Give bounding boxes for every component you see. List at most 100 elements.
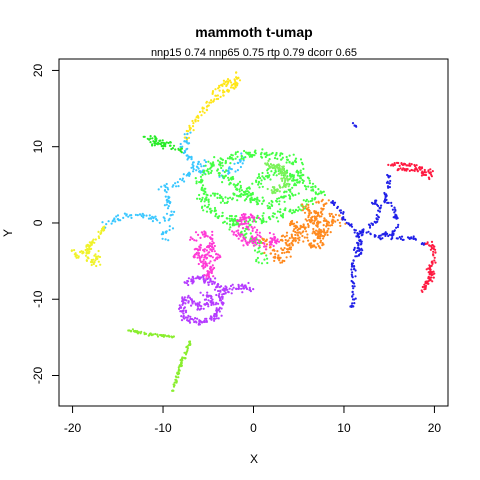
data-point bbox=[148, 214, 151, 217]
data-point bbox=[209, 207, 212, 210]
data-point bbox=[272, 244, 275, 248]
data-point bbox=[232, 218, 235, 221]
x-tick-label: -10 bbox=[154, 421, 172, 435]
data-point bbox=[295, 221, 299, 224]
data-point bbox=[283, 190, 286, 193]
data-point bbox=[260, 179, 263, 182]
data-point bbox=[276, 256, 279, 259]
data-point bbox=[185, 148, 188, 151]
data-point bbox=[171, 213, 174, 216]
data-point bbox=[319, 233, 322, 236]
data-point bbox=[400, 235, 404, 238]
data-point bbox=[280, 152, 283, 155]
data-point bbox=[214, 192, 217, 195]
data-point bbox=[251, 236, 254, 239]
data-point bbox=[219, 164, 222, 167]
data-point bbox=[212, 163, 215, 166]
data-point bbox=[239, 235, 242, 238]
data-point bbox=[223, 90, 226, 93]
data-point bbox=[288, 160, 291, 163]
data-point bbox=[205, 169, 209, 172]
data-point bbox=[377, 236, 380, 239]
data-point bbox=[198, 246, 201, 249]
data-point bbox=[264, 175, 267, 178]
data-point bbox=[183, 281, 187, 284]
data-point bbox=[336, 219, 339, 222]
data-point bbox=[310, 186, 313, 189]
data-point bbox=[276, 163, 279, 166]
data-point bbox=[210, 169, 213, 172]
data-point bbox=[306, 223, 310, 226]
data-point bbox=[265, 220, 268, 223]
data-point bbox=[379, 234, 382, 237]
data-point bbox=[197, 160, 200, 163]
data-point bbox=[293, 211, 296, 214]
data-point bbox=[199, 181, 203, 184]
series-cluster bbox=[189, 212, 281, 280]
data-point bbox=[259, 177, 262, 180]
data-point bbox=[281, 172, 284, 175]
data-point bbox=[253, 154, 256, 157]
data-point bbox=[151, 137, 154, 140]
data-point bbox=[214, 215, 217, 218]
data-point bbox=[272, 163, 275, 166]
data-point bbox=[216, 169, 219, 172]
data-point bbox=[268, 202, 271, 205]
data-point bbox=[149, 141, 152, 144]
data-point bbox=[288, 194, 291, 197]
data-point bbox=[204, 232, 207, 235]
data-point bbox=[191, 301, 194, 304]
data-point bbox=[181, 145, 184, 148]
data-point bbox=[222, 82, 225, 85]
data-point bbox=[179, 142, 182, 146]
series-cluster bbox=[70, 225, 106, 268]
data-point bbox=[186, 132, 189, 135]
data-point bbox=[314, 197, 317, 200]
data-point bbox=[218, 308, 221, 311]
data-point bbox=[297, 192, 300, 195]
series-cluster bbox=[387, 161, 437, 293]
data-point bbox=[265, 243, 269, 246]
data-point bbox=[194, 317, 197, 320]
data-point bbox=[230, 168, 233, 171]
data-point bbox=[330, 224, 334, 227]
data-point bbox=[314, 217, 317, 220]
data-point bbox=[137, 331, 141, 334]
data-point bbox=[97, 230, 100, 233]
data-point bbox=[263, 251, 266, 254]
data-point bbox=[167, 219, 170, 222]
data-point bbox=[273, 238, 276, 241]
data-point bbox=[292, 163, 295, 166]
data-point bbox=[207, 270, 210, 273]
data-point bbox=[187, 280, 190, 283]
data-point bbox=[232, 222, 235, 225]
data-point bbox=[241, 283, 244, 286]
data-point bbox=[184, 309, 188, 312]
data-point bbox=[245, 232, 248, 235]
data-point bbox=[261, 196, 264, 199]
data-point bbox=[292, 179, 295, 182]
data-point bbox=[292, 174, 295, 177]
data-point bbox=[211, 90, 215, 93]
data-point bbox=[265, 239, 268, 242]
data-point bbox=[207, 200, 210, 203]
data-point bbox=[228, 183, 231, 186]
points-layer bbox=[70, 71, 437, 392]
data-point bbox=[269, 237, 272, 240]
data-point bbox=[211, 245, 214, 248]
data-point bbox=[214, 94, 217, 97]
data-point bbox=[222, 94, 225, 97]
data-point bbox=[224, 159, 227, 163]
data-point bbox=[204, 262, 207, 265]
data-point bbox=[158, 142, 161, 145]
data-point bbox=[251, 198, 254, 201]
data-point bbox=[245, 225, 248, 228]
data-point bbox=[212, 241, 215, 245]
data-point bbox=[187, 136, 191, 139]
data-point bbox=[390, 201, 393, 204]
data-point bbox=[379, 206, 382, 209]
data-point bbox=[140, 214, 143, 218]
data-point bbox=[427, 276, 430, 280]
data-point bbox=[430, 273, 433, 277]
data-point bbox=[217, 159, 220, 162]
